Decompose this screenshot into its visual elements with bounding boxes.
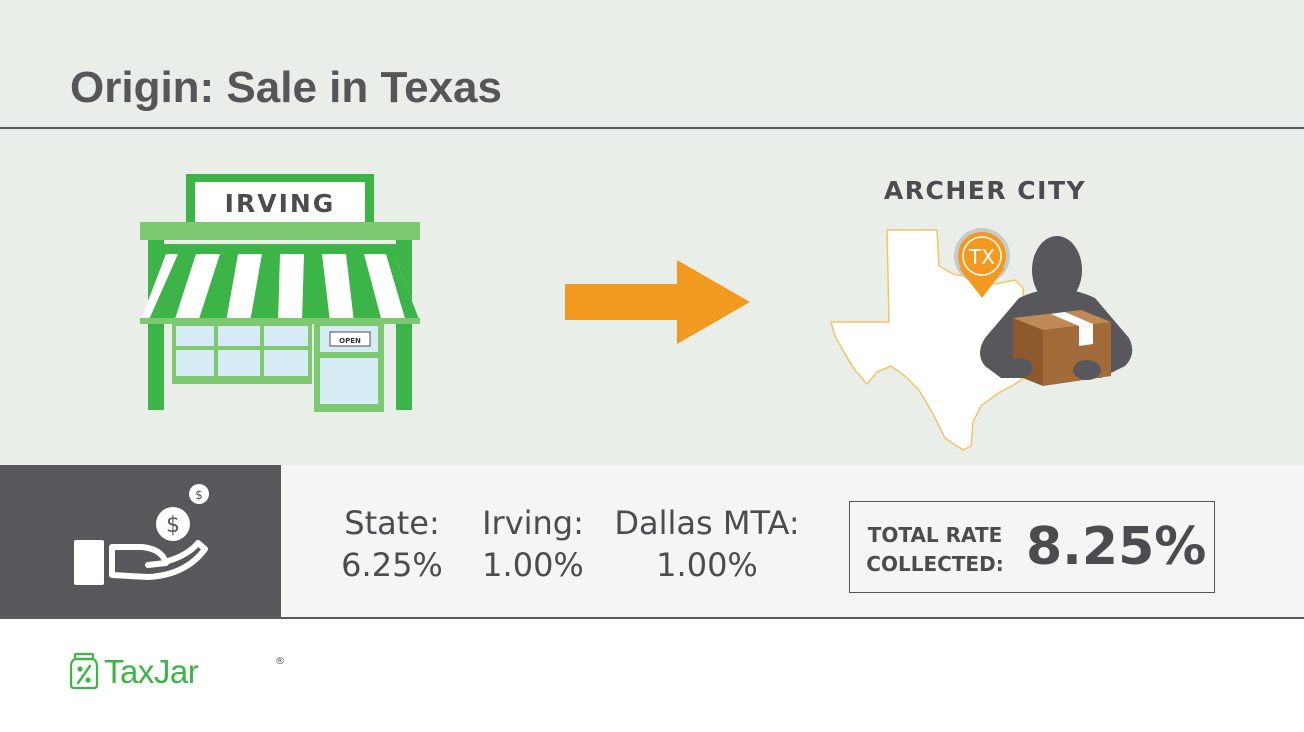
total-rate-value: 8.25%: [1026, 517, 1207, 577]
taxjar-wordmark: TaxJar: [104, 653, 199, 690]
destination-city-label: ARCHER CITY: [883, 176, 1087, 205]
rate-irving-name: Irving:: [482, 504, 584, 542]
arrow-right-icon: [565, 260, 750, 344]
small-coin-symbol: $: [195, 488, 203, 502]
pin-state-label: TX: [968, 245, 995, 269]
payment-panel: $ $: [0, 465, 281, 618]
hand-money-icon: $ $: [74, 484, 209, 585]
rate-state-value: 6.25%: [341, 546, 443, 584]
rate-state-name: State:: [344, 504, 440, 542]
door-open-sign: OPEN: [339, 337, 361, 345]
store-sign-text: IRVING: [225, 189, 336, 218]
page-title: Origin: Sale in Texas: [70, 63, 502, 112]
person-with-package-icon: [980, 236, 1133, 386]
title-divider: [0, 127, 1304, 129]
rate-state: State: 6.25%: [333, 502, 451, 586]
rate-irving-value: 1.00%: [482, 546, 584, 584]
registered-mark: ®: [275, 656, 285, 667]
storefront-icon: IRVING OPEN: [138, 170, 422, 415]
large-coin-symbol: $: [166, 513, 180, 538]
map-pin-icon: TX: [954, 228, 1010, 298]
rate-dallas-mta: Dallas MTA: 1.00%: [602, 502, 812, 586]
taxjar-jar-icon: [69, 652, 99, 690]
total-label-line1: TOTAL RATE: [867, 523, 1003, 547]
destination-scene: TX: [825, 218, 1140, 458]
band-divider: [0, 617, 1304, 619]
total-rate-box: TOTAL RATE COLLECTED: 8.25%: [849, 501, 1215, 593]
total-rate-label: TOTAL RATE COLLECTED:: [860, 521, 1010, 579]
total-label-line2: COLLECTED:: [866, 552, 1004, 576]
rate-dallas-mta-value: 1.00%: [656, 546, 758, 584]
rate-dallas-mta-name: Dallas MTA:: [614, 504, 800, 542]
rate-irving: Irving: 1.00%: [472, 502, 594, 586]
